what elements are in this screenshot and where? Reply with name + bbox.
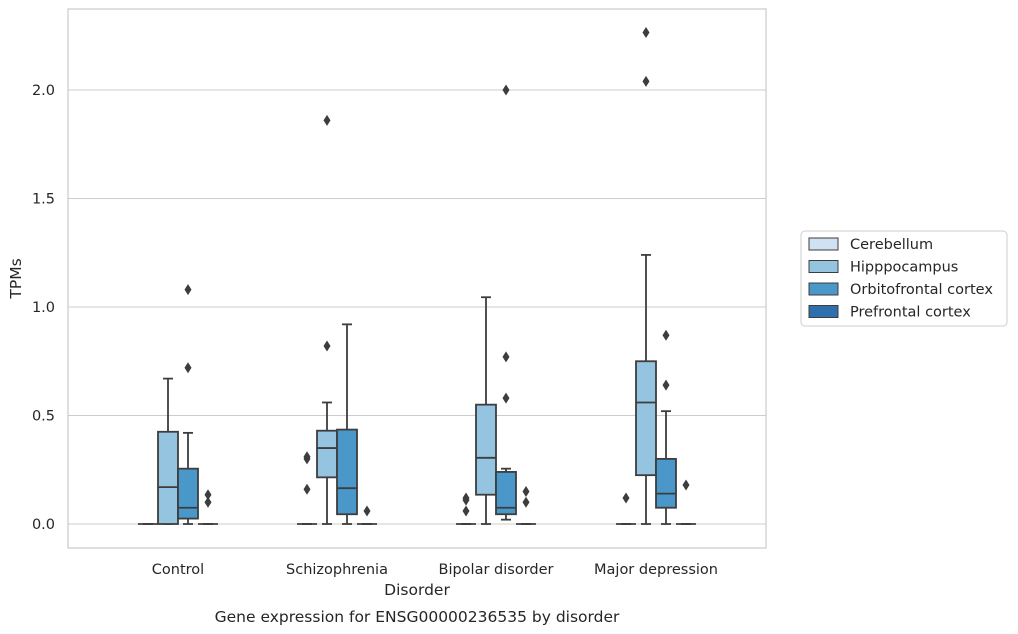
box-plot <box>177 284 199 525</box>
outlier-point <box>522 485 530 497</box>
x-axis-ticks: Control Schizophrenia Bipolar disorder Majo… <box>152 562 718 578</box>
box-plot <box>336 323 358 525</box>
box-plot <box>616 492 636 525</box>
box-plot-series <box>138 26 696 525</box>
series-prefrontal-cortex <box>198 479 696 525</box>
outlier-point <box>184 284 192 296</box>
outlier-point <box>642 75 650 87</box>
box-plot <box>495 84 517 521</box>
legend-item: Orbitofrontal cortex <box>808 282 993 298</box>
outlier-point <box>303 451 311 463</box>
outlier-point <box>502 84 510 96</box>
box-plot <box>316 114 338 525</box>
chart-caption: Gene expression for ENSG00000236535 by d… <box>215 608 620 626</box>
legend-label: Prefrontal cortex <box>850 305 971 321</box>
x-tick-label: Control <box>152 562 204 578</box>
legend-label: Cerebellum <box>850 237 933 253</box>
legend-swatch <box>808 260 839 273</box>
y-axis-ticks: 0.0 0.5 1.0 1.5 2.0 <box>32 83 55 533</box>
y-tick-label: 0.0 <box>32 517 55 533</box>
legend-swatch <box>808 305 839 318</box>
y-tick-label: 0.5 <box>32 409 55 425</box>
box-plot <box>516 485 536 525</box>
legend-swatch <box>808 282 839 296</box>
legend-label: Orbitofrontal cortex <box>850 282 993 298</box>
outlier-point <box>363 505 371 517</box>
outlier-point <box>204 496 212 508</box>
x-tick-label: Major depression <box>594 562 718 578</box>
y-tick-label: 1.0 <box>32 300 55 316</box>
box-iqr <box>655 457 677 509</box>
outlier-point <box>502 351 510 363</box>
box-iqr <box>495 471 517 516</box>
box-plot <box>475 296 497 525</box>
outlier-point <box>462 492 470 504</box>
outlier-point <box>323 114 331 126</box>
outlier-point <box>462 505 470 517</box>
legend-frame <box>800 230 1008 327</box>
y-tick-label: 2.0 <box>32 83 55 99</box>
box-iqr <box>157 430 179 525</box>
legend-item: Prefrontal cortex <box>808 305 971 321</box>
legend: Cerebellum Hipppocampus Orbitofrontal cort… <box>800 230 1008 327</box>
box-plot <box>198 489 218 525</box>
box-plot <box>157 377 179 525</box>
series-orbitofrontal-cortex <box>177 84 677 525</box>
outlier-point <box>502 392 510 404</box>
outlier-point <box>642 26 650 38</box>
outlier-point <box>323 340 331 352</box>
box-plot <box>357 505 377 525</box>
outlier-point <box>682 479 690 491</box>
legend-swatch <box>808 237 839 251</box>
box-plot <box>676 479 696 525</box>
box-plot <box>456 492 476 525</box>
series-hipppocampus <box>157 26 657 525</box>
y-tick-label: 1.5 <box>32 192 55 208</box>
box-iqr <box>177 467 199 520</box>
outlier-point <box>204 489 212 501</box>
x-axis-label: Disorder <box>384 581 450 599</box>
legend-label: Hipppocampus <box>850 260 958 276</box>
legend-item: Cerebellum <box>808 237 933 253</box>
series-cerebellum <box>138 451 636 525</box>
outlier-point <box>662 329 670 341</box>
outlier-point <box>303 483 311 495</box>
legend-item: Hipppocampus <box>808 260 958 276</box>
box-plot <box>655 329 677 525</box>
outlier-point <box>662 379 670 391</box>
box-iqr <box>336 428 358 516</box>
outlier-point <box>622 492 630 504</box>
x-tick-label: Schizophrenia <box>286 562 388 578</box>
box-plot <box>635 26 657 525</box>
outlier-point <box>522 496 530 508</box>
x-tick-label: Bipolar disorder <box>439 562 554 578</box>
box-iqr <box>475 403 497 496</box>
plot-frame <box>67 8 767 549</box>
box-iqr <box>316 429 338 479</box>
box-iqr <box>635 360 657 477</box>
outlier-point <box>184 362 192 374</box>
box-plot <box>297 451 317 525</box>
y-axis-label: TPMs <box>7 258 25 299</box>
